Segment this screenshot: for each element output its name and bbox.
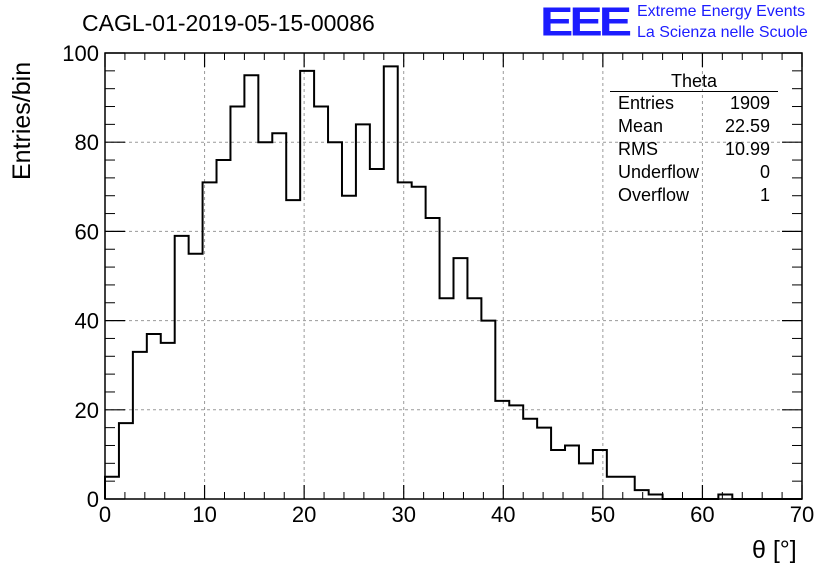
stats-value: 1909 (729, 93, 770, 113)
grid-lines (105, 53, 802, 499)
x-tick-label: 40 (491, 502, 515, 527)
x-tick-label: 0 (99, 502, 111, 527)
x-tick-label: 60 (690, 502, 714, 527)
stats-value: 0 (759, 162, 770, 182)
plot-frame (104, 52, 803, 500)
y-tick-label: 0 (87, 487, 99, 512)
x-tick-label: 50 (591, 502, 615, 527)
stats-box: Theta Entries 1909 Mean 22.59 RMS 10.99 … (610, 72, 778, 207)
logo-line-2: La Scienza nelle Scuole (637, 24, 808, 41)
stats-row: Entries 1909 (610, 92, 778, 115)
x-axis-label: θ [°] (752, 536, 797, 564)
x-tick-label: 30 (391, 502, 415, 527)
y-tick-label: 60 (75, 219, 99, 244)
y-tick-label: 80 (75, 130, 99, 155)
x-tick-label: 70 (790, 502, 814, 527)
stats-label: Overflow (618, 185, 690, 205)
eee-logo: EEE (540, 0, 632, 45)
y-axis-label: Entries/bin (8, 61, 36, 180)
logo-line-1: Extreme Energy Events (637, 3, 806, 20)
histogram-line (104, 65, 802, 500)
stats-title: Theta (610, 72, 778, 92)
y-tick-label: 40 (75, 309, 99, 334)
stats-label: Mean (618, 116, 664, 136)
stats-row: Overflow 1 (610, 184, 778, 207)
stats-row: Underflow 0 (610, 161, 778, 184)
stats-label: Entries (618, 93, 675, 113)
stats-label: Underflow (618, 162, 700, 182)
y-tick-label: 100 (62, 41, 99, 66)
x-tick-label: 20 (292, 502, 316, 527)
stats-value: 10.99 (724, 139, 770, 159)
chart-title: CAGL-01-2019-05-15-00086 (82, 10, 375, 36)
y-tick-label: 20 (75, 398, 99, 423)
stats-value: 1 (759, 185, 770, 205)
x-tick-label: 10 (192, 502, 216, 527)
stats-row: RMS 10.99 (610, 138, 778, 161)
stats-label: RMS (618, 139, 658, 159)
stats-row: Mean 22.59 (610, 115, 778, 138)
stats-value: 22.59 (724, 116, 770, 136)
axis-ticks (104, 52, 803, 500)
